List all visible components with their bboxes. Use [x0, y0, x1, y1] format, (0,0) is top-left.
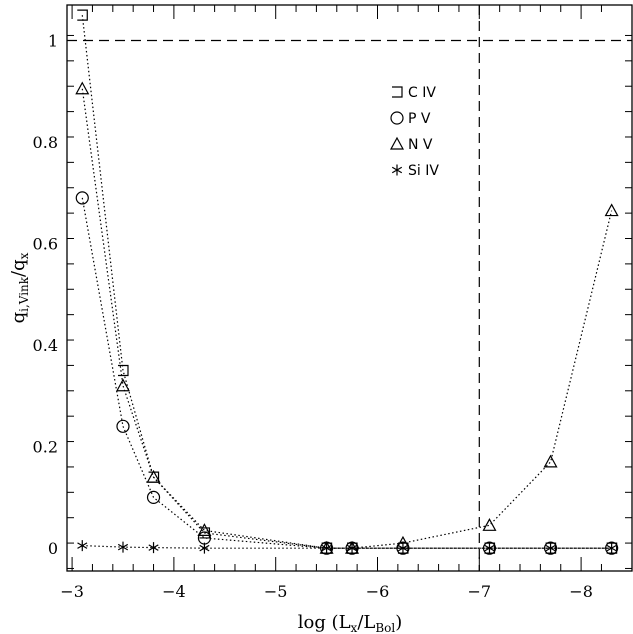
legend-marker-square [392, 86, 403, 98]
data-point-si-iv [117, 541, 129, 553]
data-point-n-v [115, 378, 131, 392]
data-point-n-v [543, 454, 558, 468]
y-tick-label: 0.2 [33, 438, 58, 457]
y-axis-title-mid: /q [8, 259, 29, 277]
data-point-si-iv [346, 542, 358, 554]
y-axis-title-sub: i,Vink [17, 276, 31, 312]
legend-marker-circle [390, 111, 404, 125]
legend: C IV P V N V Si IV [389, 85, 439, 179]
series-n-v [75, 81, 619, 554]
data-point-n-v [197, 523, 212, 536]
x-tick-label: −8 [569, 582, 593, 601]
data-point-si-iv [148, 542, 159, 554]
y-tick-label: 1 [48, 32, 58, 51]
y-axis-title-main: q [8, 312, 29, 324]
series-line-si-iv [82, 545, 612, 549]
x-axis-title-end: ) [395, 612, 402, 633]
data-point-p-v [116, 419, 130, 433]
data-point-c-iv [77, 9, 88, 21]
x-tick-label: −7 [468, 582, 492, 601]
legend-marker-asterisk [391, 164, 403, 176]
x-tick-label: −3 [60, 582, 84, 601]
plot-frame [66, 4, 633, 572]
legend-label: N V [408, 137, 433, 153]
x-axis-title-sub1: x [351, 621, 358, 634]
x-tick-label: −6 [366, 582, 390, 601]
data-point-n-v [146, 469, 161, 483]
series-si-iv [77, 540, 617, 554]
x-tick-label: −5 [264, 582, 288, 601]
legend-label: P V [408, 111, 431, 127]
data-point-n-v [482, 518, 497, 531]
x-axis-title-mid: /L [357, 612, 375, 633]
data-point-si-iv [321, 542, 332, 554]
series-line-n-v [81, 88, 613, 549]
x-axis-title: log (Lx/LBol) [298, 612, 403, 634]
axis-ticks: −3 −4 −5 −6 −7 −8 0 0.2 0.4 0.6 0.8 1 [33, 5, 632, 601]
data-point-p-v [543, 541, 558, 555]
data-point-p-v [146, 490, 161, 504]
data-point-p-v [75, 191, 89, 205]
y-axis-title-sub2: x [17, 252, 31, 259]
reference-lines [67, 5, 632, 571]
legend-marker-triangle [389, 136, 405, 150]
data-point-si-iv [199, 542, 210, 554]
series-c-iv [77, 9, 618, 554]
series-p-v [75, 191, 619, 555]
series-line-p-v [81, 197, 612, 549]
x-tick-label: −4 [162, 582, 186, 601]
legend-label: C IV [408, 85, 436, 101]
data-point-si-iv [545, 542, 556, 554]
legend-label: Si IV [408, 163, 439, 179]
data-point-si-iv [484, 542, 495, 554]
series-line-c-iv [81, 15, 612, 549]
data-point-si-iv [397, 542, 409, 554]
y-tick-label: 0 [48, 539, 58, 558]
series-group [75, 9, 619, 555]
data-point-p-v [605, 541, 619, 555]
y-tick-label: 0.4 [33, 336, 58, 355]
y-tick-label: 0.6 [33, 235, 58, 254]
data-point-n-v [75, 81, 90, 95]
y-tick-label: 0.8 [33, 133, 58, 152]
data-point-si-iv [606, 542, 617, 554]
data-point-c-iv [117, 364, 129, 377]
y-axis-title: qi,Vink/qx [8, 252, 31, 323]
data-point-n-v [604, 203, 619, 217]
data-point-si-iv [77, 540, 88, 552]
x-axis-title-main: log (L [298, 612, 351, 633]
x-axis-title-sub2: Bol [375, 621, 395, 634]
